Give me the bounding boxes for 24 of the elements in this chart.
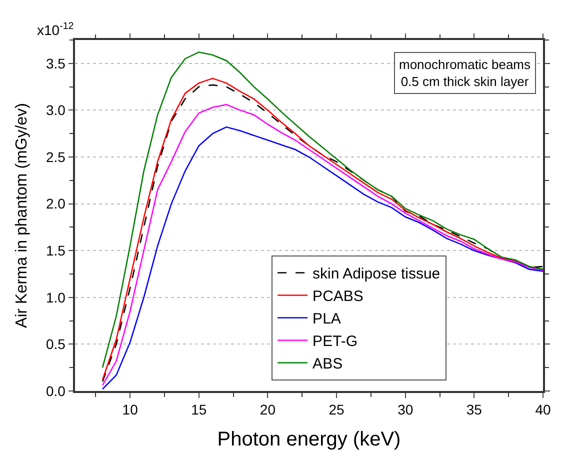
y-tick-label: 2.0 [46,196,66,212]
legend-label: PET-G [312,333,358,350]
y-tick-label: 2.5 [46,148,66,165]
y-tick-label: 1.0 [46,289,66,306]
legend-label: PCABS [312,288,364,306]
x-tick-label: 15 [191,402,207,418]
x-tick-label: 10 [122,402,138,418]
x-tick-label: 20 [260,402,276,418]
y-tick-label: 0.5 [46,336,66,352]
x-tick-label: 25 [328,402,345,418]
y-tick-label: 3.5 [46,55,66,72]
legend-label: skin Adipose tissue [312,266,440,283]
x-tick-label: 35 [466,402,482,418]
x-tick-label: 30 [398,402,414,418]
y-tick-label: 1.5 [46,242,66,258]
text: x10$^{-12}$ [37,21,74,38]
legend-label: ABS [312,356,343,373]
x-tick-label: 40 [535,402,551,418]
y-tick-label: 0.0 [46,382,66,399]
legend-label: PLA [312,310,341,328]
y-axis-title: Air Kerma in phantom (mGy/ev) [13,103,30,328]
x-axis-title: Photon energy (keV) [217,428,401,451]
annotation: monochromatic beams 0.5 cm thick skin layer [399,57,531,89]
y-tick-label: 3.0 [46,102,66,118]
